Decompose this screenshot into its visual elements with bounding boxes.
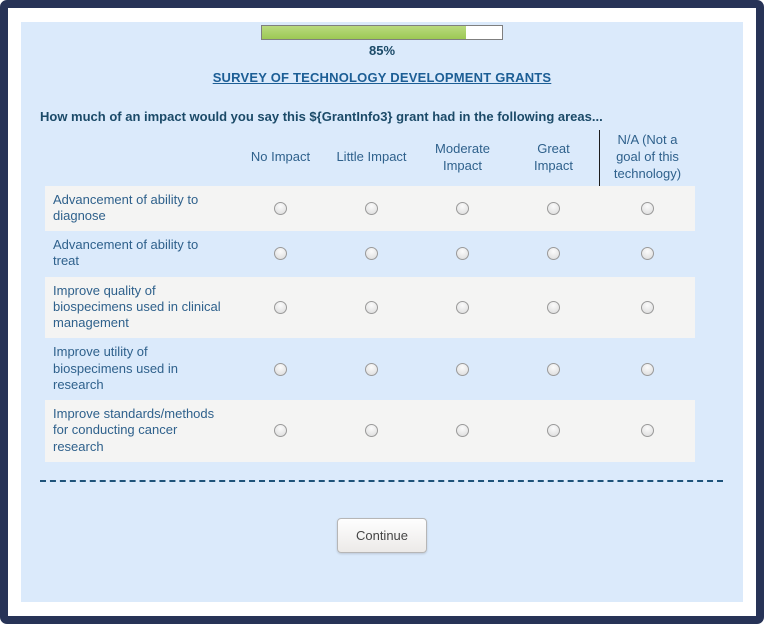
radio-cell — [417, 338, 508, 400]
radio-cell — [326, 338, 417, 400]
column-header-3: Moderate Impact — [435, 140, 490, 173]
radio-row4-col5[interactable] — [640, 362, 654, 376]
matrix-header-spacer — [45, 130, 235, 186]
radio-cell — [599, 277, 695, 339]
question-text: How much of an impact would you say this… — [40, 109, 603, 124]
radio-row3-col2[interactable] — [365, 300, 378, 314]
column-header-4: Great Impact — [533, 140, 573, 173]
progress-bar-fill — [262, 26, 466, 39]
radio-row1-col4[interactable] — [547, 201, 560, 215]
radio-cell — [417, 186, 508, 232]
row-label: Advancement of ability to diagnose — [53, 191, 199, 223]
radio-cell — [235, 338, 326, 400]
radio-row2-col1[interactable] — [274, 247, 287, 261]
radio-row3-col5[interactable] — [640, 300, 654, 314]
row-label: Improve utility of biospecimens used in … — [53, 344, 179, 392]
matrix-row-2: Advancement of ability to treat — [45, 231, 695, 277]
radio-row5-col2[interactable] — [365, 424, 378, 438]
row-label: Improve quality of biospecimens used in … — [53, 282, 221, 331]
radio-cell — [235, 400, 326, 462]
radio-cell — [599, 338, 695, 400]
radio-row2-col4[interactable] — [547, 247, 560, 261]
radio-row4-col1[interactable] — [274, 362, 287, 376]
radio-row1-col2[interactable] — [365, 201, 378, 215]
radio-row5-col3[interactable] — [456, 424, 469, 438]
radio-cell — [508, 338, 599, 400]
radio-cell — [599, 231, 695, 277]
radio-cell — [508, 400, 599, 462]
radio-cell — [417, 231, 508, 277]
radio-row3-col1[interactable] — [274, 300, 287, 314]
radio-cell — [235, 277, 326, 339]
dashed-divider — [40, 479, 723, 482]
radio-row5-col4[interactable] — [547, 424, 560, 438]
radio-cell — [508, 277, 599, 339]
radio-cell — [599, 400, 695, 462]
matrix-row-3: Improve quality of biospecimens used in … — [45, 276, 695, 339]
radio-cell — [326, 277, 417, 339]
radio-cell — [417, 277, 508, 339]
survey-panel: 85% SURVEY OF TECHNOLOGY DEVELOPMENT GRA… — [21, 22, 743, 602]
radio-row1-col1[interactable] — [274, 201, 287, 215]
matrix-row-5: Improve standards/methods for conducting… — [45, 400, 695, 462]
matrix-body: Advancement of ability to diagnose Advanc… — [45, 185, 695, 462]
column-header-2: Little Impact — [336, 149, 407, 165]
radio-row5-col5[interactable] — [640, 424, 654, 438]
survey-title: SURVEY OF TECHNOLOGY DEVELOPMENT GRANTS — [212, 70, 552, 85]
radio-row3-col3[interactable] — [456, 300, 469, 314]
column-header-1: No Impact — [250, 149, 311, 165]
radio-row4-col2[interactable] — [365, 362, 378, 376]
radio-cell — [326, 231, 417, 277]
radio-cell — [508, 231, 599, 277]
radio-row4-col3[interactable] — [456, 362, 469, 376]
column-header-5: N/A (Not a goal of this technology) — [599, 129, 695, 186]
radio-row4-col4[interactable] — [547, 362, 560, 376]
radio-row2-col3[interactable] — [456, 247, 469, 261]
matrix-row-1: Advancement of ability to diagnose — [45, 185, 695, 232]
radio-cell — [235, 186, 326, 232]
radio-row3-col4[interactable] — [547, 300, 560, 314]
progress-bar — [261, 25, 503, 40]
radio-cell — [599, 186, 695, 232]
radio-cell — [508, 186, 599, 232]
radio-row1-col3[interactable] — [456, 201, 469, 215]
continue-button[interactable]: Continue — [336, 517, 428, 553]
radio-row2-col5[interactable] — [640, 247, 654, 261]
impact-matrix: No Impact Little Impact Moderate Impact Gre… — [45, 129, 695, 462]
radio-cell — [417, 400, 508, 462]
progress-percent-label: 85% — [368, 43, 396, 58]
radio-cell — [235, 231, 326, 277]
row-label: Advancement of ability to treat — [53, 237, 199, 269]
matrix-header-row: No Impact Little Impact Moderate Impact Gre… — [45, 129, 695, 186]
radio-row1-col5[interactable] — [640, 201, 654, 215]
matrix-row-4: Improve utility of biospecimens used in … — [45, 338, 695, 400]
row-label: Improve standards/methods for conducting… — [53, 406, 215, 454]
radio-cell — [326, 400, 417, 462]
radio-row5-col1[interactable] — [274, 424, 287, 438]
radio-cell — [326, 186, 417, 232]
radio-row2-col2[interactable] — [365, 247, 378, 261]
